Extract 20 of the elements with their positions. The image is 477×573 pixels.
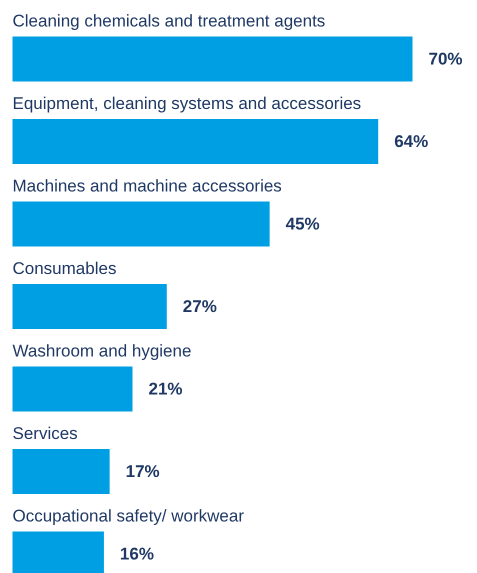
- data-label: 27%: [182, 297, 217, 316]
- bar: [12, 36, 412, 82]
- y-tick-label: Occupational safety/ workwear: [12, 506, 244, 526]
- y-tick-label: Consumables: [12, 259, 116, 278]
- y-tick-label: Services: [12, 424, 78, 443]
- bar: [12, 202, 270, 246]
- data-label: 70%: [428, 50, 463, 68]
- bar: [12, 366, 132, 412]
- bar: [12, 284, 167, 329]
- bar: [12, 449, 110, 494]
- y-tick-label: Cleaning chemicals and treatment agents: [12, 12, 326, 30]
- y-tick-label: Equipment, cleaning systems and accessories: [12, 94, 362, 113]
- data-label: 17%: [126, 462, 160, 481]
- y-tick-label: Machines and machine accessories: [12, 176, 282, 196]
- y-tick-label: Washroom and hygiene: [12, 342, 192, 360]
- data-label: 45%: [286, 214, 320, 234]
- bar: [12, 119, 378, 164]
- data-label: 21%: [148, 380, 183, 398]
- data-label: 64%: [394, 132, 428, 151]
- data-label: 16%: [120, 544, 154, 564]
